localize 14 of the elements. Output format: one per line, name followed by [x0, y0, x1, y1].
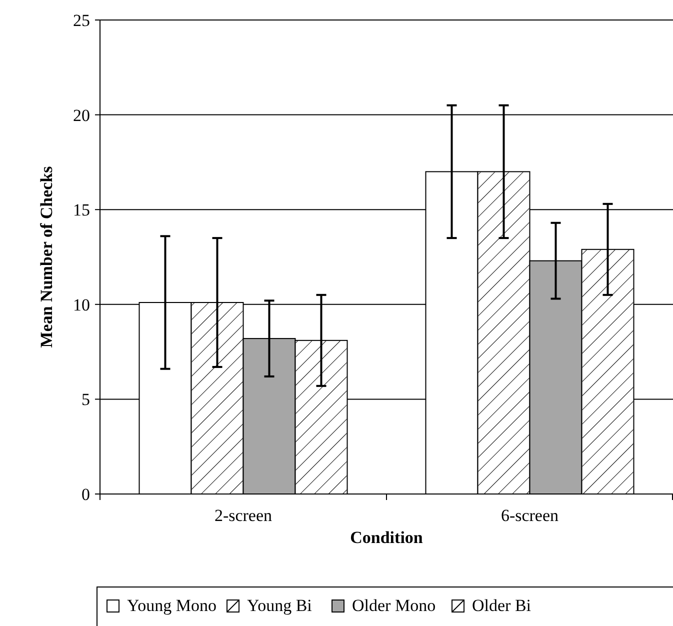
x-tick-label: 2-screen: [214, 506, 273, 525]
y-tick-label: 10: [73, 295, 90, 314]
legend-label: Older Bi: [472, 596, 532, 615]
legend-label: Young Bi: [247, 596, 312, 615]
legend-label: Older Mono: [352, 596, 436, 615]
y-tick-label: 15: [73, 200, 90, 220]
y-tick-label: 25: [73, 10, 90, 30]
y-axis-title: Mean Number of Checks: [37, 166, 56, 348]
y-tick-label: 0: [82, 484, 90, 504]
x-axis-title: Condition: [350, 528, 424, 547]
legend-label: Young Mono: [127, 596, 216, 615]
y-tick-label: 20: [73, 106, 90, 125]
y-tick-label: 5: [82, 390, 90, 410]
x-tick-label: 6-screen: [500, 506, 560, 525]
